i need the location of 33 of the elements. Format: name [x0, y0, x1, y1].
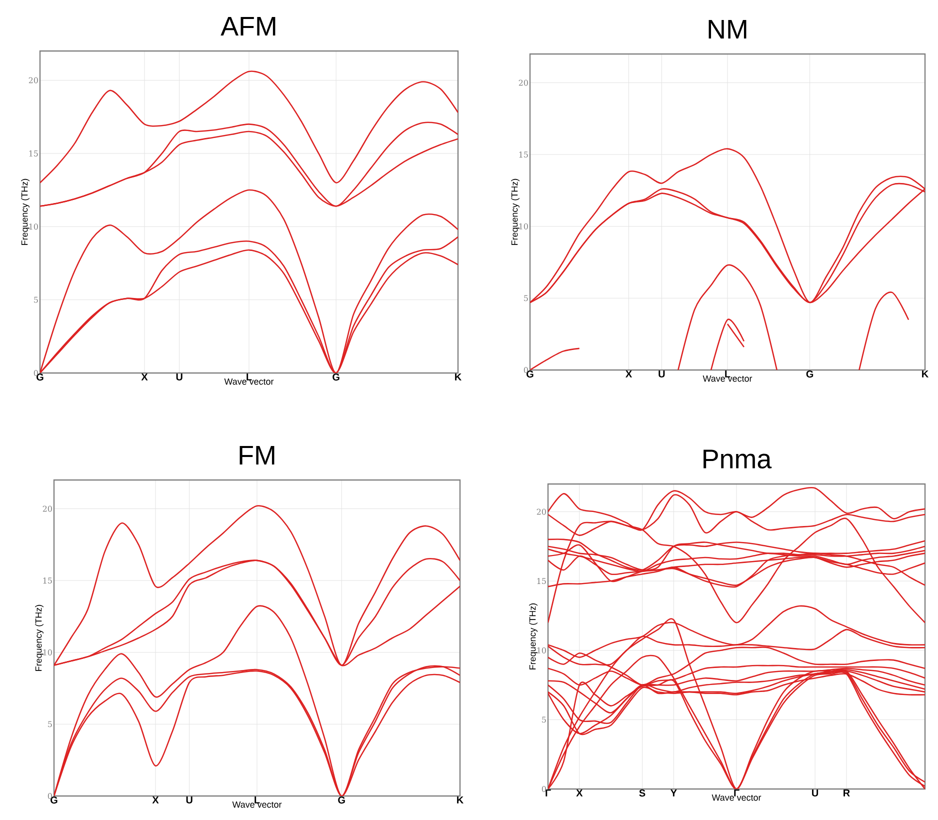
x-tick-label: U: [812, 790, 818, 796]
chart-title: NM: [708, 20, 746, 39]
x-tick-label: U: [186, 796, 192, 804]
x-tick-label: L: [254, 796, 260, 804]
y-axis-title: Frequency (THz): [21, 178, 30, 245]
x-tick-label: L: [725, 370, 730, 378]
x-tick-label: G: [50, 796, 58, 804]
x-tick-label: G: [806, 370, 814, 378]
x-tick-label: G: [332, 374, 340, 381]
x-tick-label: L: [246, 374, 252, 380]
y-axis-title: Frequency (THz): [529, 603, 538, 670]
x-tick-label: X: [576, 790, 583, 796]
x-tick-label: K: [457, 796, 464, 804]
x-tick-label: Γ: [734, 790, 740, 796]
y-axis-title: Frequency (THz): [35, 604, 44, 671]
chart-title: Pnma: [704, 450, 772, 469]
chart-title: FM: [240, 446, 274, 465]
x-tick-label: K: [922, 370, 929, 378]
x-tick-label: G: [338, 796, 345, 804]
x-tick-label: S: [639, 790, 646, 797]
x-tick-label: X: [152, 796, 159, 804]
x-tick-label: U: [176, 374, 182, 380]
x-tick-label: U: [658, 370, 665, 378]
chart-title: AFM: [220, 17, 276, 36]
x-tick-label: K: [455, 374, 462, 380]
x-tick-label: X: [141, 374, 148, 380]
x-tick-label: Γ: [546, 790, 551, 796]
x-tick-label: G: [36, 374, 44, 381]
x-tick-label: G: [526, 370, 534, 378]
x-tick-label: R: [844, 790, 850, 796]
x-tick-label: X: [626, 370, 632, 378]
x-tick-label: Y: [670, 790, 677, 796]
y-axis-title: Frequency (THz): [511, 178, 520, 245]
